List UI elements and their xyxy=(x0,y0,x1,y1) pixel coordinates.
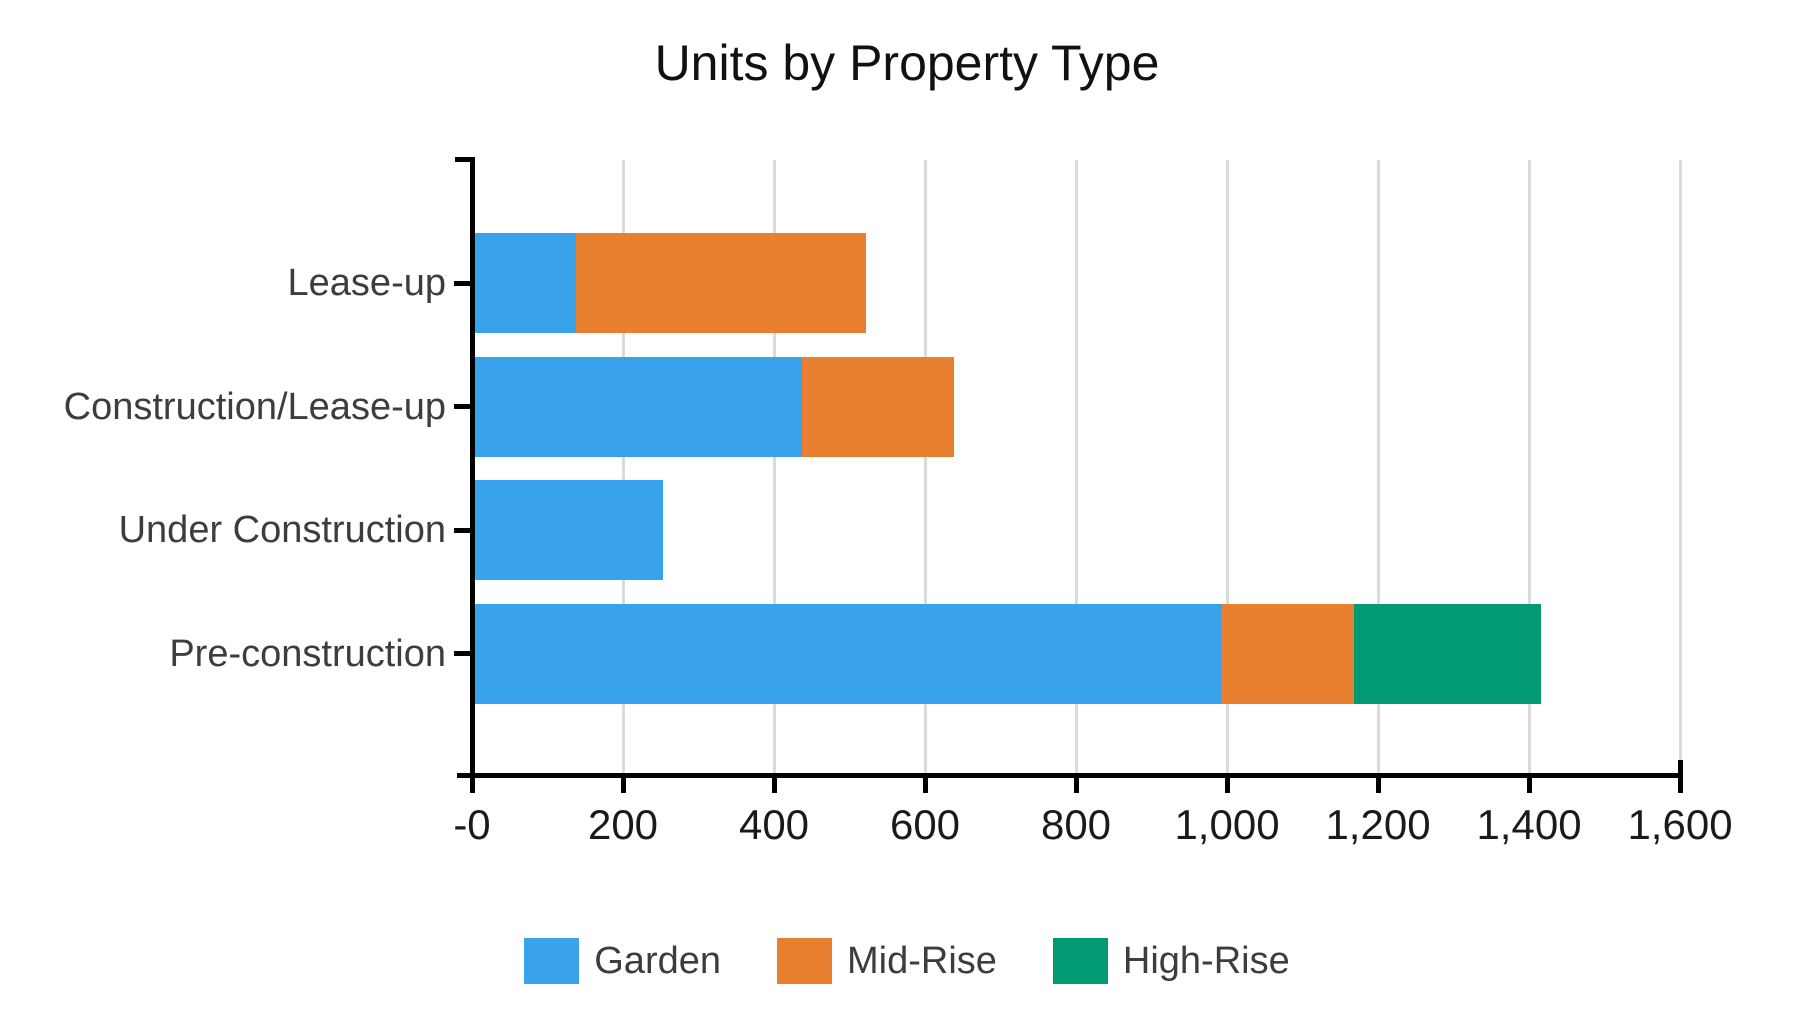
x-tick-label-800: 800 xyxy=(1040,801,1112,848)
y-category-label-lease-up: Lease-up xyxy=(287,262,446,305)
legend-swatch-high-rise xyxy=(1052,938,1108,984)
y-tick-under-construction xyxy=(454,527,472,533)
x-axis-line xyxy=(457,773,1683,778)
gridline-1600 xyxy=(1678,160,1682,775)
legend-swatch-garden xyxy=(524,938,580,984)
gridline-200 xyxy=(621,160,625,775)
x-tick-800 xyxy=(1073,777,1079,793)
gridline-1400 xyxy=(1527,160,1531,775)
bar-segment-garden-lease-up[interactable] xyxy=(472,233,577,334)
x-tick-label-400: 400 xyxy=(738,801,810,848)
legend-item-garden[interactable]: Garden xyxy=(524,938,721,984)
x-tick-0 xyxy=(469,777,475,793)
bar-segment-garden-under-construction[interactable] xyxy=(472,480,663,581)
bar-segment-garden-pre-construction[interactable] xyxy=(472,603,1222,704)
x-tick-label-600: 600 xyxy=(889,801,961,848)
x-tick-label-1400: 1,400 xyxy=(1476,801,1582,848)
bar-segment-high-rise-pre-construction[interactable] xyxy=(1353,603,1542,704)
bar-row-lease-up xyxy=(472,233,867,334)
bar-row-pre-construction xyxy=(472,603,1542,704)
gridline-1000 xyxy=(1225,160,1229,775)
x-tick-label-1200: 1,200 xyxy=(1325,801,1431,848)
legend-label-mid-rise: Mid-Rise xyxy=(847,939,997,982)
bar-row-under-construction xyxy=(472,480,663,581)
x-tick-1000 xyxy=(1224,777,1230,793)
bar-segment-mid-rise-pre-construction[interactable] xyxy=(1221,603,1354,704)
bar-segment-garden-construction-lease-up[interactable] xyxy=(472,356,802,457)
chart-title: Units by Property Type xyxy=(654,35,1160,91)
x-tick-1200 xyxy=(1375,777,1381,793)
legend-swatch-mid-rise xyxy=(777,938,832,984)
x-tick-600 xyxy=(922,777,928,793)
gridline-400 xyxy=(772,160,776,775)
legend: Garden Mid-Rise High-Rise xyxy=(0,938,1814,984)
x-axis-end-cap xyxy=(1678,760,1683,775)
y-axis-line xyxy=(470,157,475,777)
legend-label-high-rise: High-Rise xyxy=(1122,939,1290,982)
y-category-label-under-construction: Under Construction xyxy=(118,509,446,552)
legend-item-mid-rise[interactable]: Mid-Rise xyxy=(777,938,997,984)
x-tick-200 xyxy=(620,777,626,793)
x-tick-label-0: -0 xyxy=(453,801,491,848)
y-category-label-construction-lease-up: Construction/Lease-up xyxy=(63,385,446,428)
y-axis-end-cap xyxy=(455,157,472,162)
x-tick-400 xyxy=(771,777,777,793)
y-tick-construction-lease-up xyxy=(454,404,472,410)
bar-segment-mid-rise-construction-lease-up[interactable] xyxy=(801,356,955,457)
x-tick-label-200: 200 xyxy=(587,801,659,848)
y-tick-pre-construction xyxy=(454,651,472,657)
legend-label-garden: Garden xyxy=(594,939,721,982)
gridline-800 xyxy=(1074,160,1078,775)
bar-segment-mid-rise-lease-up[interactable] xyxy=(576,233,867,334)
bar-row-construction-lease-up xyxy=(472,356,955,457)
x-tick-1600 xyxy=(1677,777,1683,793)
x-tick-label-1600: 1,600 xyxy=(1627,801,1733,848)
legend-item-high-rise[interactable]: High-Rise xyxy=(1052,938,1290,984)
gridline-600 xyxy=(923,160,927,775)
x-tick-label-1000: 1,000 xyxy=(1174,801,1280,848)
x-tick-1400 xyxy=(1526,777,1532,793)
gridline-1200 xyxy=(1376,160,1380,775)
y-tick-lease-up xyxy=(454,280,472,286)
y-category-label-pre-construction: Pre-construction xyxy=(169,632,446,675)
